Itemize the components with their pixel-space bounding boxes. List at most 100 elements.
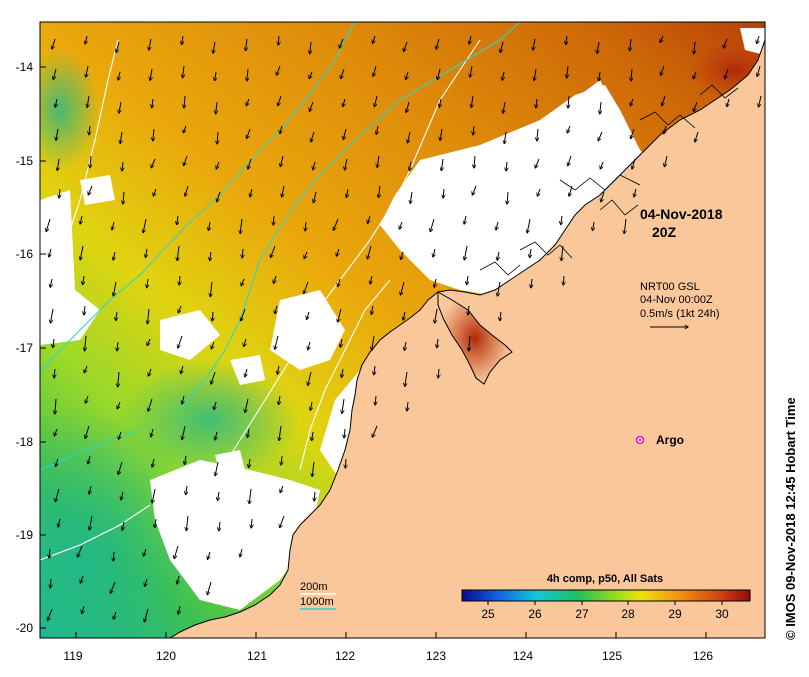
current-arrow-icon [53,68,57,79]
peninsula [437,291,513,385]
current-arrow-icon [49,248,51,257]
current-arrow-icon [313,161,315,170]
current-arrow-icon [85,335,86,351]
current-arrow-icon [113,281,117,296]
current-arrow-icon [727,98,729,107]
current-arrow-icon [759,95,762,107]
current-arrow-icon [339,38,344,48]
current-arrow-icon [695,131,699,142]
current-arrow-icon [631,68,632,81]
current-arrow-icon [119,431,121,439]
current-arrow-icon [434,278,436,287]
current-arrow-icon [345,158,348,170]
current-arrow-icon [242,248,243,258]
current-arrow-icon [631,128,635,138]
current-arrow-icon [147,338,151,345]
current-arrow-icon [278,95,282,106]
current-arrow-icon [624,218,626,233]
current-arrow-icon [118,71,120,80]
current-arrow-icon [55,398,56,414]
current-arrow-icon [177,215,178,225]
current-arrow-icon [153,188,157,196]
isobath-1000m [179,22,521,411]
current-arrow-icon [373,35,375,43]
current-arrow-icon [54,428,58,436]
current-arrow-icon [569,185,573,196]
current-arrow-icon [313,191,317,203]
current-arrow-icon [218,491,219,500]
current-arrow-icon [406,101,410,112]
current-arrow-icon [598,131,603,141]
current-arrow-icon [240,548,242,557]
current-arrow-icon [182,425,186,439]
lon-label: 121 [247,649,267,663]
current-arrow-icon [333,218,339,230]
current-arrow-icon [337,248,339,256]
current-arrow-icon [500,311,501,321]
current-arrow-icon [245,398,249,412]
current-arrow-icon [531,278,532,288]
current-arrow-icon [52,38,56,49]
current-arrow-icon [219,521,220,531]
current-arrow-icon [57,158,59,170]
current-arrow-icon [215,461,219,476]
current-arrow-icon [55,98,57,107]
current-arrow-icon [440,128,442,140]
lat-label: -17 [16,341,34,355]
current-arrow-icon [338,278,340,286]
current-arrow-icon [408,131,411,143]
current-arrow-icon [280,515,285,527]
current-arrow-icon [122,161,123,171]
current-arrow-icon [312,431,313,440]
current-scale: 0.5m/s (1kt 24h) [640,308,719,320]
current-arrow-icon [49,548,50,558]
current-arrow-icon [435,308,438,323]
argo-marker[interactable]: Argo [635,433,685,447]
current-arrow-icon [471,95,473,107]
timestamp-date: 04-Nov-2018 [640,206,723,222]
current-arrow-icon [372,335,375,350]
lon-label: 120 [156,649,176,663]
current-arrow-icon [217,131,218,144]
current-arrow-icon [307,311,309,319]
current-arrow-icon [84,305,85,315]
current-arrow-icon [217,191,221,202]
current-arrow-icon [208,221,210,230]
current-arrow-icon [279,395,280,404]
current-arrow-icon [310,401,312,410]
current-arrow-icon [346,188,348,197]
current-arrow-icon [181,365,183,373]
current-arrow-icon [563,275,564,285]
current-arrow-icon [600,161,604,169]
current-arrow-icon [80,575,83,583]
current-arrow-icon [338,308,342,322]
current-arrow-icon [441,158,443,170]
current-arrow-icon [630,98,634,106]
current-arrow-icon [376,125,378,134]
current-arrow-icon [182,35,183,45]
current-arrow-icon [177,575,179,584]
current-arrow-icon [343,98,345,106]
current-arrow-icon [497,281,501,296]
current-arrow-icon [116,41,120,52]
current-arrow-icon [409,161,411,170]
current-arrow-icon [568,155,572,166]
current-arrow-icon [182,395,184,404]
current-arrow-icon [55,488,60,502]
current-arrow-icon [308,371,312,385]
current-arrow-icon [150,68,152,80]
current-arrow-icon [310,41,311,54]
colorbar-tick: 29 [668,607,682,621]
current-arrow-icon [561,215,562,225]
timestamp-hour: 20Z [652,224,677,240]
current-arrow-icon [118,461,123,474]
imos-credit: © IMOS 09-Nov-2018 12:45 Hobart Time [783,397,798,640]
current-arrow-icon [278,35,279,45]
current-arrow-icon [178,335,183,348]
current-arrow-icon [474,155,475,168]
current-arrow-icon [113,251,115,260]
current-time: 04-Nov 00:00Z [640,294,713,306]
current-arrow-icon [216,161,220,169]
current-arrow-icon [377,155,379,167]
